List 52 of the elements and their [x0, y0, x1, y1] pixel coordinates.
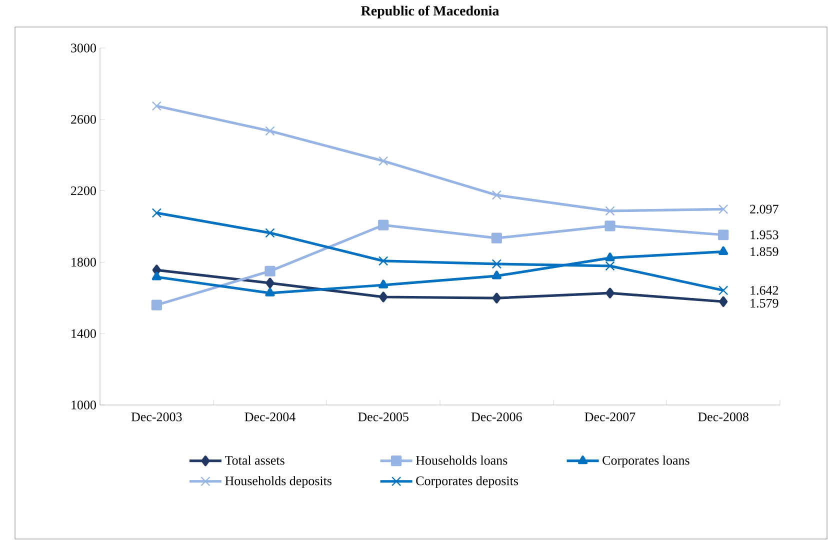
y-tick-label: 2200 [71, 186, 96, 196]
point [378, 256, 388, 266]
point [492, 270, 502, 280]
point [151, 300, 162, 310]
legend-label: Corporates loans [602, 456, 690, 468]
point [718, 230, 729, 240]
legend-label: Total assets [225, 456, 284, 465]
data-label: 1.579 [750, 298, 778, 308]
legend-label: Households deposits [225, 476, 332, 488]
x-tick-label: Dec-2007 [584, 412, 636, 422]
point [605, 206, 615, 216]
point [152, 101, 162, 111]
point [378, 220, 389, 230]
point [378, 156, 388, 166]
legend-label: Households loans [416, 456, 508, 465]
data-label: 2.097 [750, 204, 778, 214]
x-tick-label: Dec-2003 [131, 412, 182, 422]
point [492, 292, 501, 304]
data-label: 1.642 [750, 286, 778, 295]
point [266, 278, 274, 288]
point [718, 286, 728, 296]
point [491, 232, 502, 244]
point [604, 220, 616, 232]
point [152, 272, 162, 280]
point [492, 190, 502, 200]
point [265, 228, 275, 238]
point [606, 288, 614, 298]
y-tick-label: 1400 [72, 329, 96, 338]
x-tick-label: Dec-2008 [698, 412, 748, 422]
point [152, 208, 162, 218]
y-tick-label: 2600 [71, 115, 96, 124]
point [264, 266, 276, 276]
point [379, 292, 388, 302]
point [605, 252, 615, 262]
x-tick-label: Dec-2006 [471, 412, 522, 422]
legend-label: Corporates deposits [416, 476, 518, 488]
point [718, 204, 728, 214]
point [265, 288, 275, 296]
chart-title: Republic of Macedonia [361, 6, 500, 18]
point [605, 261, 615, 271]
point [492, 259, 502, 269]
data-label: 1.859 [750, 247, 778, 256]
point [718, 246, 728, 255]
y-tick-label: 1800 [72, 258, 96, 267]
point [719, 296, 728, 307]
x-tick-label: Dec-2004 [244, 412, 296, 422]
data-label: 1.953 [750, 230, 778, 240]
y-tick-label: 1000 [72, 400, 96, 410]
point [265, 126, 275, 136]
x-tick-label: Dec-2005 [358, 412, 408, 422]
point [378, 280, 388, 288]
y-tick-label: 3000 [71, 44, 96, 52]
